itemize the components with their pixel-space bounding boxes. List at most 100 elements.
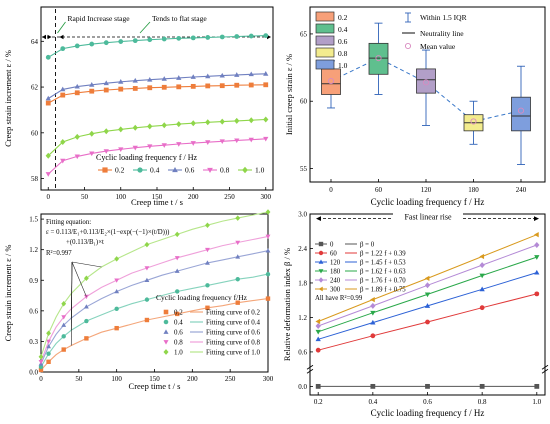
data-point-180 — [370, 310, 376, 316]
arrow-head-left — [42, 34, 46, 40]
data-point-180 — [315, 329, 321, 335]
fit-equation-line: +(0.113/B₁)×t — [66, 239, 104, 246]
legend-fit-label-240: β = 1.76 f + 0.70 — [360, 278, 406, 285]
data-point-1.0 — [118, 126, 124, 133]
annotation-fast-rise: Fast linear rise — [404, 213, 452, 222]
data-point-0.2 — [263, 82, 269, 88]
legend-label: Neutrality line — [420, 29, 464, 38]
equation-pointer — [71, 261, 87, 297]
legend-label-180: 180 — [330, 269, 341, 276]
data-point-1.0 — [147, 123, 153, 130]
data-point-0.8 — [248, 137, 254, 143]
x-tick-label: 150 — [152, 193, 163, 201]
legend-fit-label-120: β = 1.45 f + 0.53 — [360, 260, 406, 267]
panel-d-relative-deformation: 0.2 0.4 0.6 0.8 1.0 0.0 0.6 1.2 1.8 2.4 3.0 Cyclic … — [282, 211, 549, 418]
legend-fit-label-1.0: Fitting curve of 1.0 — [206, 349, 261, 357]
data-point-0.8 — [235, 240, 241, 246]
x-tick-label: 300 — [261, 193, 272, 201]
x-tick-label: 250 — [224, 193, 235, 201]
annotation-rapid: Rapid Increase stage — [68, 14, 131, 23]
legend-label-0.4: 0.4 — [174, 319, 183, 327]
x-tick-label: 100 — [116, 193, 127, 201]
data-point-1.0 — [83, 275, 89, 281]
legend-box-0.8 — [315, 47, 335, 58]
series-line-0.6 — [48, 73, 266, 99]
x-tick-label: 200 — [187, 375, 198, 383]
x-tick-label: 200 — [188, 193, 199, 201]
legend-label-0.2: 0.2 — [115, 166, 125, 175]
x-tick-label: 0 — [329, 186, 333, 194]
data-point-0 — [425, 383, 430, 389]
data-point-0.4 — [175, 289, 180, 294]
data-point-1.0 — [205, 222, 210, 228]
data-point-1.0 — [174, 231, 180, 238]
data-point-0.2 — [45, 100, 51, 106]
data-point-0.6 — [118, 79, 124, 84]
data-point-1.0 — [263, 116, 269, 123]
data-point-0.6 — [89, 82, 95, 87]
data-point-60 — [370, 333, 376, 339]
data-point-0.4 — [205, 35, 211, 40]
data-point-0.8 — [83, 294, 89, 300]
legend-box-1.0 — [315, 59, 335, 70]
data-point-0.8 — [190, 141, 196, 146]
fit-curve-0.8 — [40, 235, 269, 362]
data-point-180 — [534, 255, 540, 260]
legend-label-0.2: 0.2 — [174, 309, 183, 317]
data-point-0.2 — [89, 88, 95, 94]
data-point-1.0 — [234, 117, 240, 124]
y-tick-label: 65 — [300, 30, 308, 38]
legend-marker-0.4 — [163, 319, 169, 325]
legend-marker-120 — [318, 259, 324, 264]
data-point-300 — [315, 318, 321, 325]
y-axis-label: Initial creep strain ε / % — [284, 54, 294, 135]
data-point-120 — [479, 286, 485, 292]
legend-fit-label-0: β = 0 — [360, 242, 375, 249]
data-point-240 — [479, 262, 485, 269]
data-point-1.0 — [45, 152, 51, 159]
data-point-1.0 — [161, 122, 167, 129]
data-point-0.2 — [61, 347, 66, 352]
data-point-0.4 — [61, 334, 66, 339]
fit-equation-line: ε = 0.113/E₁+0.113/E₂×(1−exp(−(−1)×(t/D)… — [46, 229, 169, 236]
box-0.4 — [368, 42, 389, 75]
data-point-0.4 — [45, 54, 51, 60]
data-point-1.0 — [74, 133, 80, 140]
data-point-0.6 — [265, 248, 271, 253]
y-tick-label: 3.0 — [298, 211, 307, 219]
data-point-180 — [424, 292, 431, 298]
x-tick-label: 120 — [421, 186, 432, 194]
data-point-0.2 — [205, 305, 210, 310]
legend-label: 0.4 — [338, 25, 348, 34]
legend-marker-0.6 — [172, 167, 178, 173]
y-tick-label: 1.5 — [29, 216, 38, 224]
data-point-0.8 — [118, 147, 124, 153]
data-point-60 — [315, 347, 321, 353]
data-point-0.6 — [174, 268, 180, 273]
data-point-0.4 — [219, 34, 225, 40]
data-point-0.4 — [103, 40, 109, 46]
y-tick-label: 1.8 — [298, 279, 307, 287]
y-tick-label: 64 — [31, 38, 39, 46]
data-point-0.6 — [235, 254, 241, 259]
x-tick-label: 0 — [47, 193, 51, 201]
data-point-0.6 — [83, 304, 89, 309]
y-tick-label: 55 — [300, 165, 308, 173]
x-tick-label: 50 — [81, 193, 89, 201]
data-point-0.8 — [161, 143, 167, 148]
data-point-0.6 — [176, 75, 182, 80]
data-point-0.2 — [161, 84, 167, 90]
x-tick-label: 0.2 — [314, 398, 323, 406]
legend-label-120: 120 — [330, 260, 341, 267]
y-tick-label: 2.4 — [298, 245, 307, 253]
legend-label: Within 1.5 IQR — [420, 13, 467, 22]
legend-fit-label-300: β = 1.89 f + 0.75 — [360, 287, 406, 294]
legend-label: 0.6 — [338, 37, 348, 46]
data-point-0.6 — [190, 74, 196, 79]
data-point-0.6 — [61, 322, 67, 327]
data-point-0.2 — [234, 82, 240, 88]
data-point-240 — [370, 302, 376, 309]
data-point-0.2 — [175, 311, 180, 317]
data-point-240 — [424, 282, 431, 289]
